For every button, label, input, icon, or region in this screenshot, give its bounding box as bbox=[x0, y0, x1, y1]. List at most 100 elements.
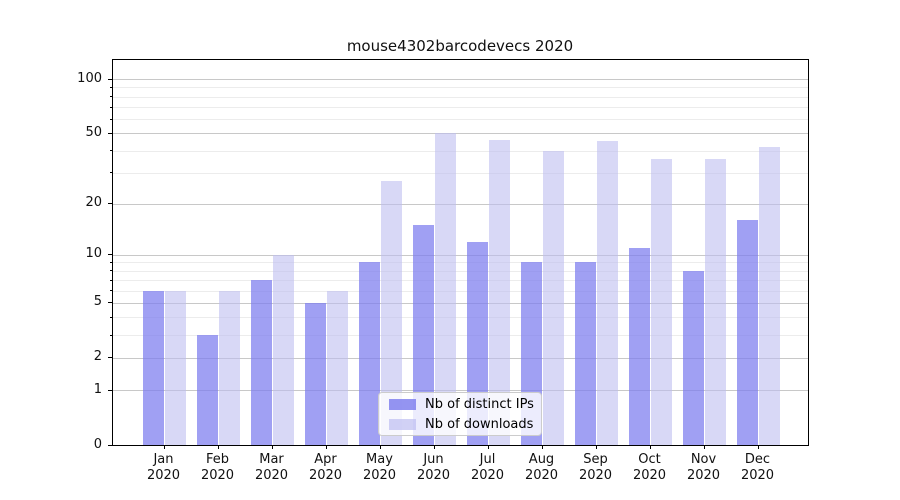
minor-gridline bbox=[113, 262, 808, 264]
minor-gridline bbox=[113, 280, 808, 282]
x-axis-label-month: Jun bbox=[423, 452, 444, 467]
legend: Nb of distinct IPs Nb of downloads bbox=[378, 392, 542, 436]
minor-gridline bbox=[113, 317, 808, 319]
bar-downloads-mar bbox=[272, 254, 295, 445]
bar-downloads-jun bbox=[434, 133, 457, 445]
minor-gridline bbox=[113, 96, 808, 98]
x-axis-label-year: 2020 bbox=[740, 467, 775, 483]
y-axis-minor-tick bbox=[110, 334, 113, 336]
bar-downloads-may bbox=[380, 180, 403, 445]
x-axis-label: May 2020 bbox=[350, 452, 410, 483]
x-axis-label: Oct 2020 bbox=[620, 452, 680, 483]
y-axis-tick-label: 20 bbox=[85, 195, 102, 211]
minor-gridline bbox=[113, 335, 808, 337]
x-axis-label: Feb 2020 bbox=[188, 452, 248, 483]
x-axis-label-year: 2020 bbox=[632, 467, 667, 483]
y-axis-minor-tick bbox=[110, 150, 113, 151]
y-axis-tick-label: 2 bbox=[93, 349, 102, 365]
minor-gridline bbox=[113, 290, 808, 292]
x-axis-label-month: May bbox=[366, 452, 393, 467]
x-axis-label: Jan 2020 bbox=[134, 452, 194, 483]
x-axis-label: Apr 2020 bbox=[296, 452, 356, 483]
x-axis-label: Dec 2020 bbox=[728, 452, 788, 483]
bar-distinct-ips-apr bbox=[304, 302, 327, 445]
y-axis-tick-label: 1 bbox=[93, 381, 102, 397]
minor-gridline bbox=[113, 150, 808, 152]
y-axis-minor-tick bbox=[110, 86, 113, 88]
bar-distinct-ips-feb bbox=[196, 335, 219, 445]
minor-gridline bbox=[113, 107, 808, 108]
legend-entry-downloads: Nb of downloads bbox=[389, 416, 541, 433]
bar-downloads-apr bbox=[326, 290, 349, 445]
legend-entry-distinct-ips: Nb of distinct IPs bbox=[389, 396, 541, 413]
y-axis-tick-label: 5 bbox=[93, 294, 102, 310]
x-axis-tick bbox=[487, 445, 489, 449]
x-axis-tick bbox=[703, 445, 705, 449]
bar-distinct-ips-jan bbox=[142, 290, 165, 445]
y-axis-minor-tick bbox=[110, 261, 113, 263]
y-axis-minor-tick bbox=[110, 270, 113, 272]
plot-area bbox=[112, 59, 809, 446]
bar-downloads-feb bbox=[218, 290, 241, 445]
x-axis-label-year: 2020 bbox=[254, 467, 289, 483]
x-axis-label-year: 2020 bbox=[524, 467, 559, 483]
x-axis-label: Jul 2020 bbox=[458, 452, 518, 483]
y-axis-tick-label: 10 bbox=[85, 246, 102, 262]
major-gridline bbox=[113, 203, 808, 205]
bar-distinct-ips-mar bbox=[250, 280, 273, 445]
y-axis-minor-tick bbox=[110, 172, 113, 174]
bar-downloads-jan bbox=[164, 290, 187, 445]
x-axis-tick bbox=[325, 445, 327, 449]
x-axis-label-year: 2020 bbox=[470, 467, 505, 483]
major-gridline bbox=[113, 302, 808, 304]
bar-downloads-sep bbox=[596, 141, 619, 445]
x-axis-label-year: 2020 bbox=[200, 467, 235, 483]
x-axis-tick bbox=[541, 445, 543, 449]
x-axis-label-month: Nov bbox=[690, 452, 717, 467]
x-axis-tick bbox=[163, 445, 165, 449]
major-gridline bbox=[113, 133, 808, 135]
x-axis-label-year: 2020 bbox=[146, 467, 181, 483]
bar-downloads-jul bbox=[488, 139, 511, 445]
x-axis-tick bbox=[595, 445, 597, 449]
x-axis-label-month: Sep bbox=[583, 452, 608, 467]
y-axis-minor-tick bbox=[110, 118, 113, 120]
major-gridline bbox=[113, 79, 808, 80]
x-axis-label-month: Feb bbox=[205, 452, 230, 467]
x-axis-label-year: 2020 bbox=[578, 467, 613, 483]
bar-distinct-ips-sep bbox=[574, 262, 597, 445]
x-axis-label-year: 2020 bbox=[362, 467, 397, 483]
legend-label-downloads: Nb of downloads bbox=[425, 416, 534, 432]
x-axis-tick bbox=[649, 445, 651, 449]
bar-distinct-ips-nov bbox=[682, 270, 705, 445]
x-axis-label: Aug 2020 bbox=[512, 452, 572, 483]
minor-gridline bbox=[113, 87, 808, 89]
x-axis-label-month: Apr bbox=[314, 452, 337, 467]
chart-title: mouse4302barcodevecs 2020 bbox=[346, 37, 574, 55]
bar-distinct-ips-dec bbox=[736, 220, 759, 445]
x-axis-label: Jun 2020 bbox=[404, 452, 464, 483]
y-axis-minor-tick bbox=[110, 279, 113, 281]
major-gridline bbox=[113, 390, 808, 391]
x-axis-label-month: Mar bbox=[259, 452, 284, 467]
x-axis-tick bbox=[433, 445, 435, 449]
x-axis-tick bbox=[379, 445, 381, 449]
minor-gridline bbox=[113, 119, 808, 120]
minor-gridline bbox=[113, 270, 808, 272]
y-axis-tick bbox=[108, 444, 113, 446]
y-axis-tick-label: 100 bbox=[77, 70, 102, 86]
x-axis-label: Sep 2020 bbox=[566, 452, 626, 483]
major-gridline bbox=[113, 357, 808, 359]
legend-label-distinct-ips: Nb of distinct IPs bbox=[425, 396, 534, 412]
bar-downloads-oct bbox=[650, 158, 673, 445]
x-axis-label-year: 2020 bbox=[416, 467, 451, 483]
bar-distinct-ips-jun bbox=[412, 225, 435, 445]
bar-distinct-ips-oct bbox=[628, 247, 651, 445]
plot-inner bbox=[113, 60, 808, 445]
x-axis-label-year: 2020 bbox=[686, 467, 721, 483]
x-axis-label-month: Oct bbox=[638, 452, 661, 467]
y-axis-minor-tick bbox=[110, 106, 113, 108]
y-axis-minor-tick bbox=[110, 96, 113, 97]
y-axis-tick-label: 50 bbox=[85, 124, 102, 140]
